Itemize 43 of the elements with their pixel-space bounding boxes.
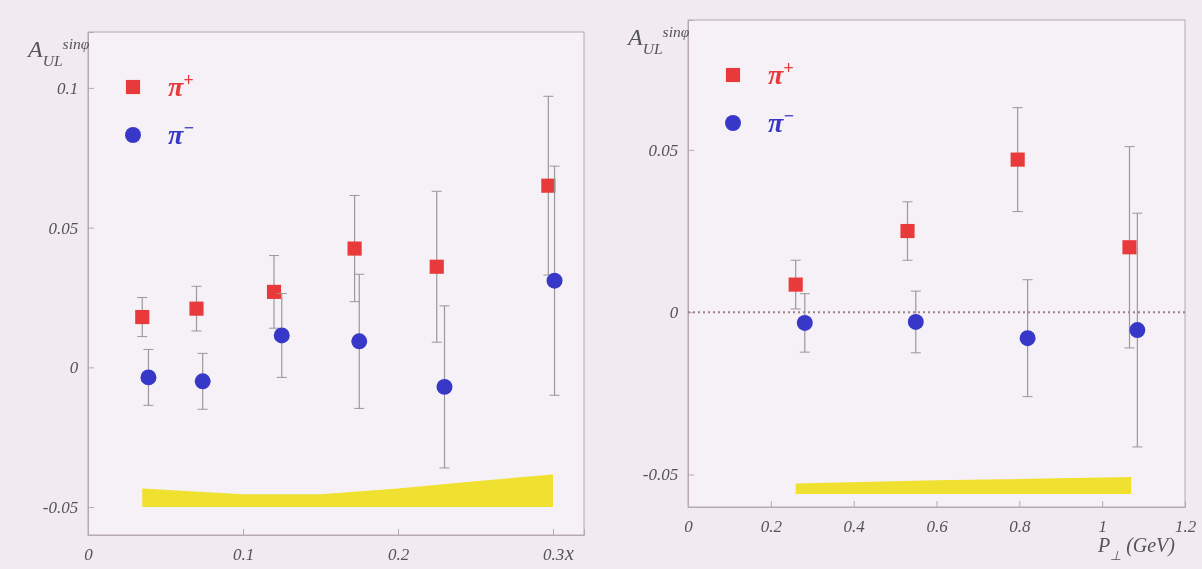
legend-label: π$^{−}$ [768, 106, 795, 138]
point [194, 373, 211, 390]
point [1122, 240, 1137, 255]
x-tick-label: 1 [1098, 517, 1107, 537]
point [1129, 322, 1146, 339]
x-tick-label: 0.1 [232, 545, 255, 565]
x-axis-title: x [564, 542, 575, 564]
y-tick-label: -0.05 [642, 465, 679, 485]
legend-label: π$^{+}$ [768, 58, 794, 90]
point [900, 223, 915, 239]
point [788, 277, 803, 292]
x-tick-label: 0.2 [387, 545, 410, 565]
x-tick-label: 1.2 [1174, 517, 1197, 537]
legend-label: π$^{+}$ [168, 70, 194, 102]
x-tick-label: 0.8 [1009, 517, 1031, 537]
y-tick-label: 0.1 [56, 78, 79, 98]
point [907, 313, 924, 330]
y-tick-label: 0 [669, 303, 679, 323]
x-tick-label: 0.3 [542, 545, 565, 565]
x-tick-label: 0 [684, 517, 694, 537]
x-tick-label: 0.4 [843, 517, 866, 537]
x-tick-label: 0 [84, 545, 94, 565]
legend-label: π$^{−}$ [168, 118, 195, 150]
point [1010, 152, 1025, 167]
point [1019, 330, 1036, 347]
x-axis-title: P$_{⊥}$ (GeV) [1096, 534, 1176, 563]
point [351, 333, 368, 350]
y-tick-label: 0.05 [48, 218, 79, 238]
point [135, 309, 150, 325]
point [140, 369, 157, 386]
point [347, 241, 362, 256]
point [189, 301, 204, 316]
point [436, 378, 453, 395]
point [429, 259, 444, 274]
y-tick-label: 0 [69, 358, 79, 378]
point [273, 327, 290, 344]
x-tick-label: 0.2 [760, 517, 783, 537]
x-tick-label: 0.6 [926, 517, 949, 537]
y-tick-label: -0.05 [42, 498, 79, 517]
point [266, 284, 282, 299]
y-tick-label: 0.05 [648, 140, 679, 160]
point [796, 314, 813, 331]
point [546, 272, 563, 289]
